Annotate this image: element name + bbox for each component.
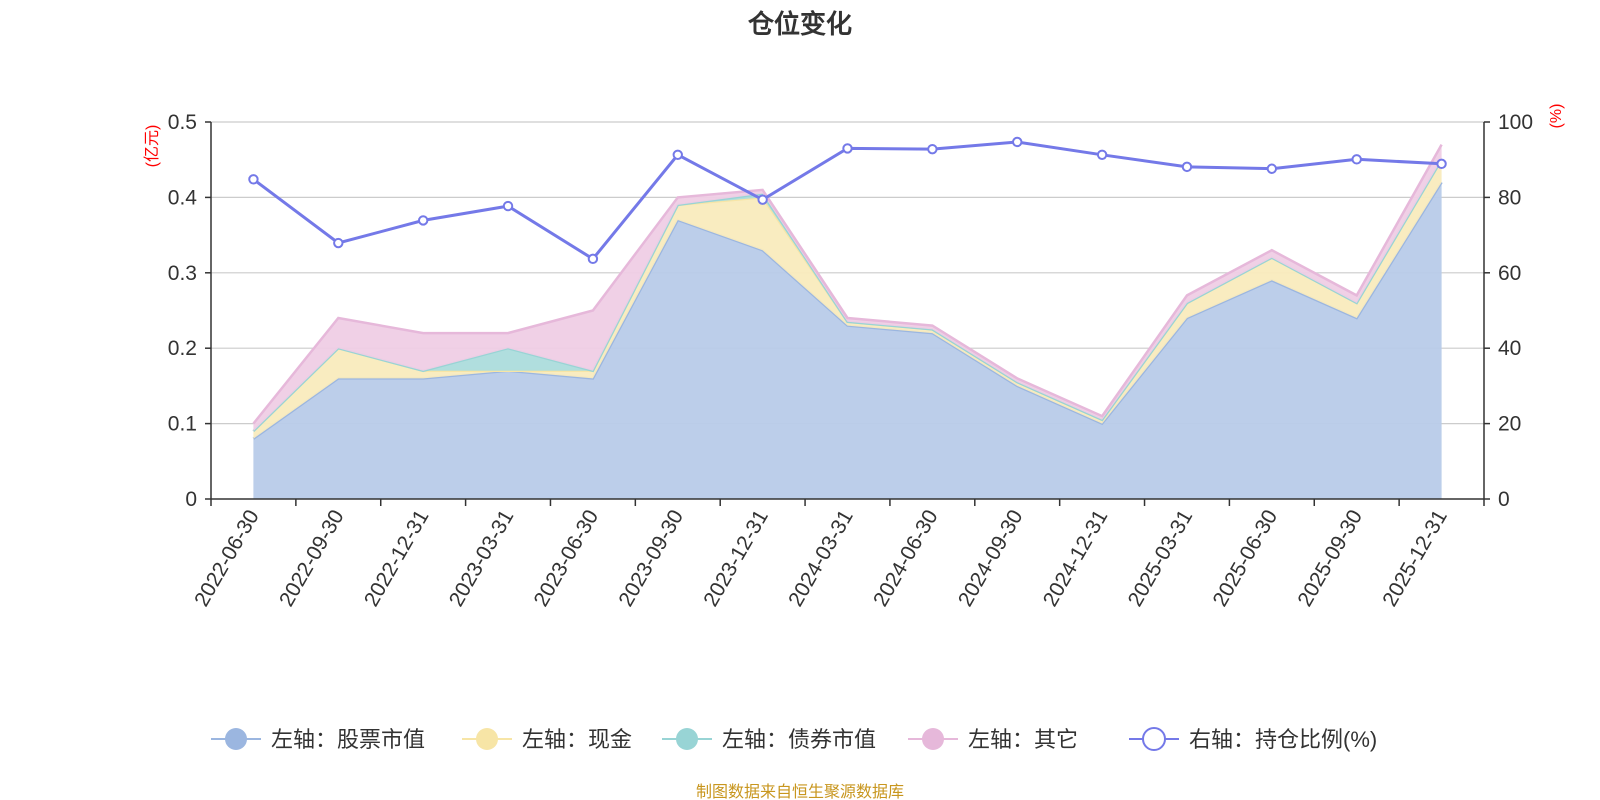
- left-tick-label: 0.2: [168, 337, 197, 360]
- ratio-point: [927, 143, 938, 155]
- left-tick-label: 0: [185, 488, 197, 511]
- ratio-point: [248, 174, 259, 185]
- right-tick-label: 0: [1498, 488, 1510, 511]
- chart-title: 仓位变化: [747, 9, 852, 39]
- ratio-point: [1266, 163, 1278, 174]
- legend-marker-0: [225, 728, 247, 750]
- ratio-point: [1181, 161, 1193, 173]
- legend-label-2: 左轴：债券市值: [722, 727, 876, 752]
- ratio-point: [842, 143, 853, 154]
- legend-marker-1: [476, 728, 498, 750]
- right-tick-label: 20: [1498, 413, 1521, 436]
- x-tick-label: 2023-03-31: [445, 506, 519, 611]
- x-tick-label: 2024-06-30: [869, 506, 943, 611]
- ratio-point: [757, 194, 768, 205]
- area-series-2: [253, 159, 1442, 432]
- ratio-point: [587, 253, 599, 265]
- area-series-1: [253, 159, 1442, 439]
- ratio-point: [1351, 154, 1362, 165]
- area-series-0: [253, 182, 1442, 500]
- right-tick-label: 100: [1498, 111, 1533, 134]
- ratio-point: [1096, 149, 1108, 160]
- x-tick-label: 2022-09-30: [275, 506, 349, 611]
- right-tick-label: 40: [1498, 337, 1521, 360]
- left-tick-label: 0.5: [168, 111, 197, 134]
- ratio-line: [248, 136, 1447, 265]
- ratio-point: [1012, 136, 1023, 148]
- legend-label-4: 右轴：持仓比例(%): [1189, 727, 1377, 752]
- ratio-point: [672, 149, 683, 160]
- x-tick-label: 2025-03-31: [1124, 506, 1198, 611]
- x-tick-label: 2024-12-31: [1039, 506, 1113, 611]
- legend-marker-4: [1142, 727, 1166, 751]
- left-tick-label: 0.3: [168, 262, 197, 285]
- stacked-areas: [252, 143, 1443, 500]
- x-tick-label: 2023-09-30: [614, 506, 688, 611]
- area-edge-3: [252, 143, 1443, 425]
- left-tick-label: 0.4: [168, 186, 198, 209]
- x-tick-label: 2025-06-30: [1209, 506, 1283, 611]
- legend: 左轴：股票市值 左轴：现金 左轴：债券市值 左轴：其它 右轴：持仓比例(%): [211, 727, 1377, 752]
- x-tick-label: 2022-12-31: [360, 506, 434, 611]
- x-tick-label: 2023-12-31: [699, 506, 773, 611]
- x-tick-label: 2024-03-31: [784, 506, 858, 611]
- left-tick-label: 0.1: [168, 413, 197, 436]
- legend-label-3: 左轴：其它: [968, 727, 1078, 752]
- legend-label-1: 左轴：现金: [522, 727, 632, 752]
- legend-marker-3: [922, 728, 944, 750]
- area-series-3: [253, 144, 1442, 432]
- right-axis-unit: (%): [1548, 104, 1565, 129]
- x-tick-label: 2023-06-30: [530, 506, 604, 611]
- legend-marker-2: [676, 728, 698, 750]
- ratio-point: [502, 200, 514, 212]
- right-tick-label: 80: [1498, 186, 1521, 209]
- source-note: 制图数据来自恒生聚源数据库: [696, 783, 904, 800]
- ratio-point: [417, 215, 429, 226]
- left-axis-unit: (亿元): [143, 125, 161, 168]
- x-tick-label: 2025-09-30: [1293, 506, 1367, 611]
- legend-label-0: 左轴：股票市值: [271, 727, 425, 752]
- ratio-line-path: [252, 140, 1442, 261]
- x-tick-label: 2025-12-31: [1378, 506, 1452, 611]
- x-tick-label: 2022-06-30: [190, 506, 264, 611]
- ratio-point: [333, 237, 344, 249]
- right-tick-label: 60: [1498, 262, 1521, 285]
- ratio-point: [1436, 158, 1447, 170]
- x-tick-label: 2024-09-30: [954, 506, 1028, 611]
